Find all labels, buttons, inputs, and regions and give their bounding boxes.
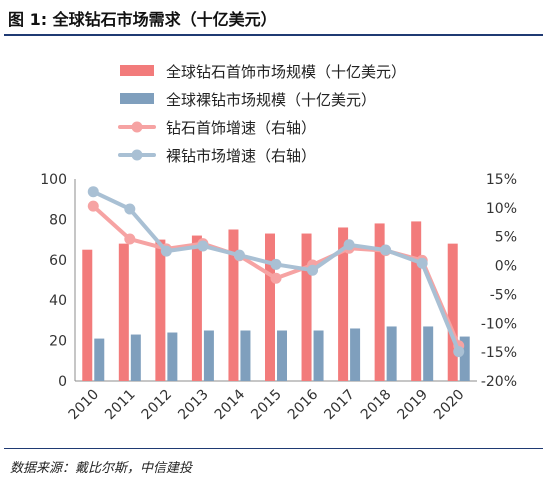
jewelry-market-bar [301,233,312,381]
jewelry-market-bar [374,223,385,381]
x-tick-label: 2010 [66,387,103,424]
x-tick-label: 2018 [358,387,395,424]
legend-swatch [120,65,154,76]
x-tick-label: 2011 [102,387,139,424]
rough-diamond-market-bar [313,330,324,381]
y2-tick-label: -15% [481,345,517,361]
x-tick-label: 2016 [285,386,322,423]
rough-diamond-market-bar [203,330,214,381]
rough-diamond-market-bar [350,328,361,381]
rough-diamond-growth-point [307,264,319,276]
jewelry-growth-point [124,233,136,245]
rough-diamond-growth-point [87,186,99,198]
rough-diamond-market-bar [167,332,178,381]
title-rule [4,34,543,36]
jewelry-market-bar [155,239,166,381]
jewelry-market-bar [411,221,422,381]
legend-marker [131,121,143,133]
x-tick-label: 2017 [321,387,358,424]
legend-label: 钻石首饰增速（右轴） [166,119,316,137]
legend-swatch [120,93,154,104]
rough-diamond-market-bar [277,330,287,381]
x-tick-label: 2019 [394,387,431,424]
y-tick-label: 0 [58,374,67,390]
jewelry-market-bar [338,227,349,381]
source-rule [4,448,543,449]
x-tick-label: 2020 [431,387,468,424]
x-tick-label: 2014 [212,386,249,423]
rough-diamond-market-bar [386,326,397,381]
x-tick-label: 2012 [139,387,176,424]
rough-diamond-growth-point [416,257,428,269]
rough-diamond-market-bar [423,326,434,381]
y-tick-label: 100 [40,172,67,188]
figure-title: 图 1: 全球钻石市场需求（十亿美元） [8,10,277,29]
y2-tick-label: 5% [495,230,517,246]
legend-marker [131,149,143,161]
y-tick-label: 60 [49,253,67,269]
rough-diamond-growth-point [197,240,209,252]
rough-diamond-market-bar [240,330,251,381]
chart: 0 20 40 60 80 100 -20% -15% -10% -5% 0% 5% 10% 15% 201… [40,63,517,424]
jewelry-market-bar [228,229,239,381]
rough-diamond-growth-point [380,244,392,256]
rough-diamond-market-bar [94,338,105,381]
rough-diamond-growth-point [124,203,136,215]
rough-diamond-growth-line [91,189,461,354]
jewelry-growth-point [87,200,99,212]
jewelry-market-bar [265,233,275,381]
x-tick-label: 2013 [175,387,212,424]
rough-diamond-growth-point [453,346,465,358]
y2-tick-label: 15% [486,172,517,188]
jewelry-market-bar [118,243,129,381]
x-tick-label: 2015 [248,387,285,424]
y2-tick-label: -20% [481,374,517,390]
source-note: 数据来源：戴比尔斯，中信建投 [10,461,193,476]
rough-diamond-market-bar [130,334,141,381]
jewelry-market-bar [447,243,458,381]
rough-diamond-growth-point [343,239,355,251]
rough-diamond-growth-point [160,245,172,257]
rough-diamond-market-bar [459,336,470,381]
jewelry-market-bar [82,249,93,381]
legend-label: 全球钻石首饰市场规模（十亿美元） [166,63,406,81]
legend-label: 全球裸钻市场规模（十亿美元） [166,91,376,109]
y2-tick-label: 0% [495,259,517,275]
y-tick-label: 20 [49,334,67,350]
rough-diamond-growth-point [233,249,245,261]
jewelry-growth-point [270,272,282,284]
y-tick-label: 80 [49,212,67,228]
y2-tick-label: -5% [490,287,517,303]
y-tick-label: 40 [49,293,67,309]
rough-diamond-growth-point [270,258,282,270]
jewelry-market-bar [191,235,202,381]
y2-tick-label: 10% [486,201,517,217]
y2-tick-label: -10% [481,316,517,332]
legend-label: 裸钻市场增速（右轴） [166,147,316,165]
